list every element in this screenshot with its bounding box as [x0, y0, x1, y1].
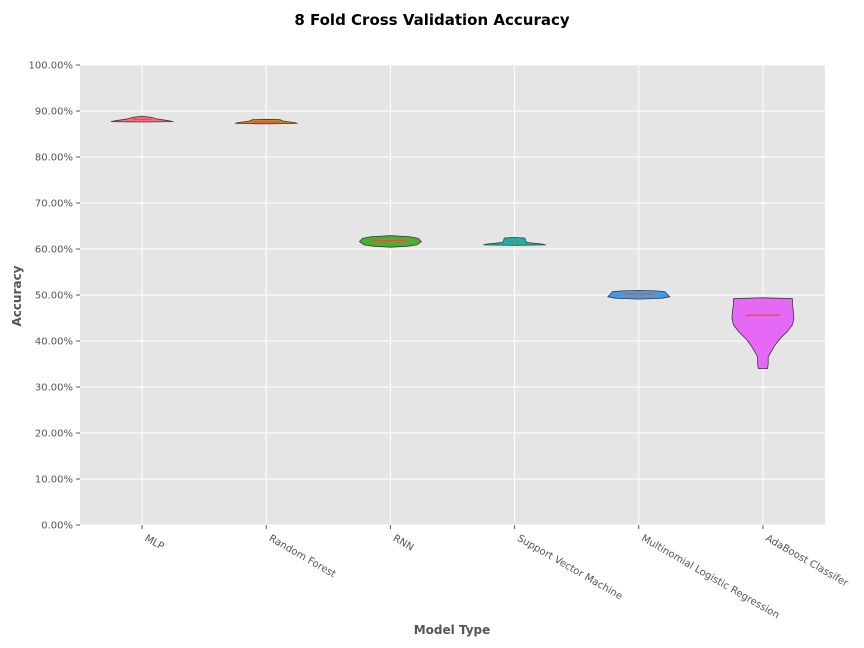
x-axis-ticks: MLP Random Forest RNN Support Vector Machin… [141, 525, 851, 621]
violins [110, 115, 795, 369]
chart-title: 8 Fold Cross Validation Accuracy [294, 11, 570, 29]
x-tick-label: Support Vector Machine [515, 533, 624, 602]
x-tick-label: Random Forest [267, 533, 338, 580]
y-axis-ticks: 0.00% 10.00% 20.00% 30.00% 40.00% 50.00% 60.00… [29, 61, 80, 532]
grid-lines [80, 64, 825, 526]
y-tick-label: 70.00% [35, 199, 73, 210]
violin-2 [359, 235, 422, 248]
x-axis-label: Model Type [414, 623, 491, 637]
y-tick-label: 60.00% [35, 245, 73, 256]
x-tick-label: Multinomial Logistic Regression [639, 533, 781, 621]
y-tick-label: 30.00% [35, 383, 73, 394]
y-axis-label: Accuracy [10, 265, 24, 326]
y-tick-label: 80.00% [35, 153, 73, 164]
y-tick-label: 40.00% [35, 337, 73, 348]
y-tick-label: 50.00% [35, 291, 73, 302]
x-tick-label: RNN [391, 533, 415, 553]
y-tick-label: 20.00% [35, 429, 73, 440]
y-tick-label: 10.00% [35, 475, 73, 486]
x-tick-label: MLP [143, 533, 166, 553]
y-tick-label: 100.00% [29, 61, 74, 72]
x-tick-label: AdaBoost Classifer [763, 533, 850, 590]
y-tick-label: 90.00% [35, 107, 73, 118]
y-tick-label: 0.00% [41, 521, 73, 532]
